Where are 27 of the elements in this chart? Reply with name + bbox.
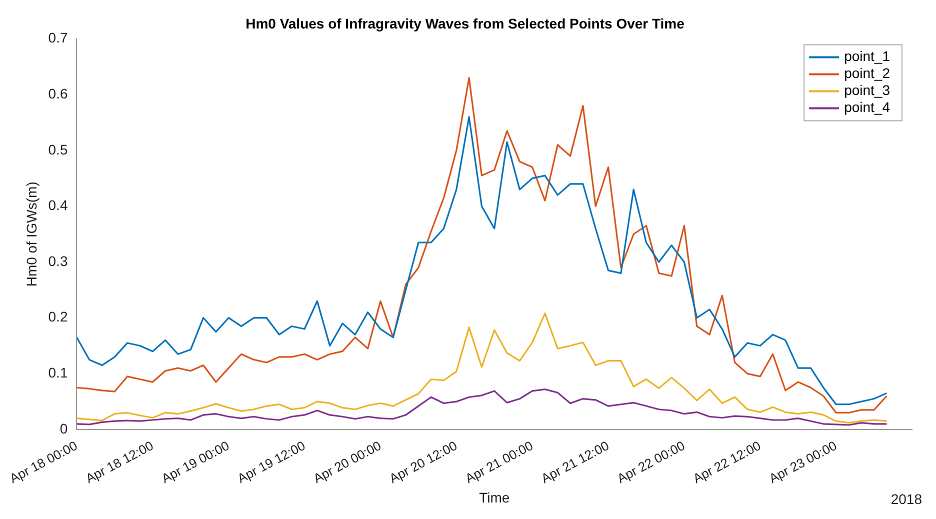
y-tick-label: 0.4 <box>48 197 68 214</box>
y-tick-label: 0.6 <box>48 85 68 102</box>
legend-label: point_1 <box>844 48 890 64</box>
x-axis-title: Time <box>479 489 510 506</box>
x-tick-label: Apr 18 00:00 <box>7 438 80 486</box>
legend-label: point_4 <box>844 99 890 116</box>
legend-label: point_3 <box>844 82 890 98</box>
x-tick-label: Apr 23 00:00 <box>766 438 840 486</box>
legend-label: point_2 <box>844 65 890 82</box>
x-tick-label: Apr 21 00:00 <box>462 438 536 486</box>
x-tick-label: Apr 21 12:00 <box>538 438 612 486</box>
y-tick-label: 0 <box>60 420 68 436</box>
y-tick-label: 0.1 <box>48 364 68 381</box>
chart-title: Hm0 Values of Infragravity Waves from Selected Points Over Time <box>246 15 685 32</box>
y-axis-title: Hm0 of IGWs(m) <box>24 182 40 287</box>
y-tick-label: 0.7 <box>48 30 68 46</box>
y-tick-label: 0.3 <box>48 252 68 269</box>
x-tick-label: Apr 19 00:00 <box>158 438 232 486</box>
x-tick-label: Apr 18 12:00 <box>83 438 156 486</box>
y-tick-label: 0.5 <box>48 141 68 158</box>
x-tick-label: Apr 19 12:00 <box>234 438 308 486</box>
x-tick-label: Apr 20 00:00 <box>310 438 384 486</box>
y-tick-label: 0.2 <box>48 308 68 325</box>
x-tick-label: Apr 22 12:00 <box>690 438 764 486</box>
x-tick-label: Apr 20 12:00 <box>386 438 460 486</box>
x-tick-label: Apr 22 00:00 <box>614 438 688 486</box>
text: 2018 <box>890 490 922 507</box>
